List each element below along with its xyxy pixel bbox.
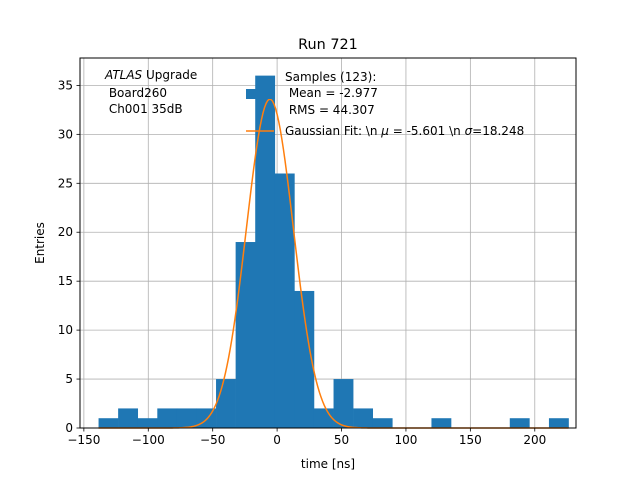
y-axis-label: Entries	[33, 222, 47, 264]
histogram-bar	[431, 418, 452, 428]
legend: Samples (123): Mean = -2.977 RMS = 44.30…	[246, 70, 524, 138]
y-tick-label: 15	[58, 274, 73, 288]
y-axis-ticks: 0 5 10 15 20 25 30 35	[58, 78, 80, 435]
board-label: Board260	[105, 86, 167, 100]
y-tick-label: 20	[58, 225, 73, 239]
fit-prefix: Gaussian Fit: \n	[285, 124, 381, 138]
x-tick-label: 0	[273, 433, 281, 447]
x-tick-label: −100	[132, 433, 165, 447]
fit-sigma-symbol: σ	[465, 124, 473, 138]
histogram-bar	[333, 379, 354, 428]
histogram-bar	[137, 418, 158, 428]
histogram-bar	[353, 408, 374, 428]
histogram-bar	[176, 408, 197, 428]
upgrade-label: Upgrade	[142, 68, 197, 82]
histogram-bar	[216, 379, 236, 428]
histogram-bar	[255, 75, 276, 428]
x-tick-label: 100	[394, 433, 417, 447]
x-tick-label: 200	[523, 433, 546, 447]
fit-mid: = -5.601 \n	[389, 124, 465, 138]
fit-suffix: =18.248	[472, 124, 524, 138]
histogram-bar	[274, 173, 295, 428]
y-tick-label: 30	[58, 127, 73, 141]
histogram-bar	[98, 418, 119, 428]
legend-histogram-line-1: Samples (123):	[285, 70, 376, 84]
y-tick-label: 5	[65, 372, 73, 386]
y-tick-label: 25	[58, 176, 73, 190]
histogram-bar	[294, 290, 315, 428]
atlas-label: ATLAS	[104, 68, 143, 82]
x-axis-label: time [ns]	[301, 457, 355, 471]
x-tick-label: −50	[200, 433, 225, 447]
fit-mu-symbol: μ	[380, 124, 389, 138]
legend-histogram-swatch	[246, 89, 274, 99]
histogram-bar	[548, 418, 569, 428]
x-tick-label: 50	[334, 433, 349, 447]
x-tick-label: −150	[67, 433, 100, 447]
atlas-annotation: ATLAS Upgrade Board260 Ch001 35dB	[104, 68, 197, 116]
x-axis-ticks: −150 −100 −50 0 50 100 150 200	[67, 428, 546, 447]
histogram-bar	[157, 408, 178, 428]
histogram-bar	[313, 408, 334, 428]
chart-title: Run 721	[298, 37, 358, 53]
y-tick-label: 10	[58, 323, 73, 337]
histogram-bars	[98, 75, 569, 428]
legend-histogram-line-2: Mean = -2.977	[285, 86, 378, 100]
histogram-bar	[118, 408, 139, 428]
x-tick-label: 150	[459, 433, 482, 447]
y-tick-label: 35	[58, 78, 73, 92]
legend-fit-label: Gaussian Fit: \n μ = -5.601 \n σ=18.248	[285, 124, 524, 138]
histogram-bar	[235, 242, 256, 428]
svg-text:ATLAS Upgrade: ATLAS Upgrade	[104, 68, 197, 82]
histogram-bar	[509, 418, 530, 428]
legend-histogram-line-3: RMS = 44.307	[285, 103, 375, 117]
y-tick-label: 0	[65, 421, 73, 435]
plot-frame	[79, 57, 577, 429]
channel-label: Ch001 35dB	[105, 102, 183, 116]
histogram-bar	[372, 418, 393, 428]
